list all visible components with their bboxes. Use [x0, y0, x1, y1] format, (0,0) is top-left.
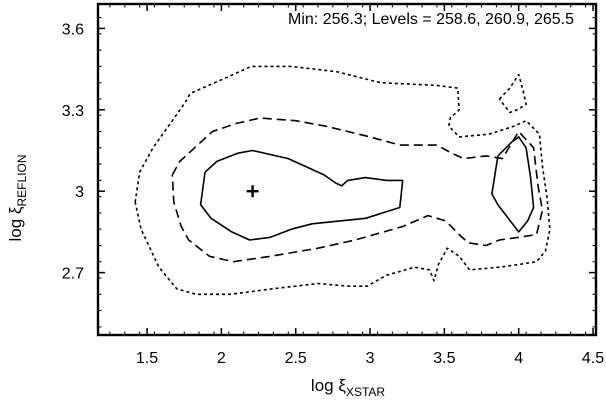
x-tick-label: 2.5 — [285, 350, 307, 367]
minimum-marker — [246, 185, 259, 198]
contour-solid-2 — [491, 136, 535, 233]
axis-ticks: 1.5 2 2.5 3 3.5 4 4.5 2.7 3 3.3 3.6 — [62, 4, 604, 367]
contour-dashed-1 — [171, 117, 544, 263]
y-tick-label: 3 — [75, 184, 84, 201]
y-tick-label: 2.7 — [62, 266, 84, 283]
y-tick-label: 3.6 — [62, 21, 84, 38]
x-tick-label: 1.5 — [136, 350, 158, 367]
y-axis-label: log ξREFLION — [6, 154, 29, 241]
x-tick-label: 3 — [366, 350, 375, 367]
x-tick-label: 4 — [514, 350, 523, 367]
x-tick-label: 4.5 — [582, 350, 604, 367]
contour-lines — [134, 65, 551, 296]
x-axis-label: log ξXSTAR — [311, 376, 385, 399]
contour-dotted-1 — [134, 65, 551, 296]
y-tick-label: 3.3 — [62, 103, 84, 120]
chart-annotation: Min: 256.3; Levels = 258.6, 260.9, 265.5 — [288, 11, 574, 28]
x-tick-label: 2 — [217, 350, 226, 367]
x-tick-label: 3.5 — [433, 350, 455, 367]
contour-dotted-2 — [498, 73, 527, 114]
contour-solid-1 — [199, 149, 404, 241]
plot-frame — [96, 2, 598, 337]
